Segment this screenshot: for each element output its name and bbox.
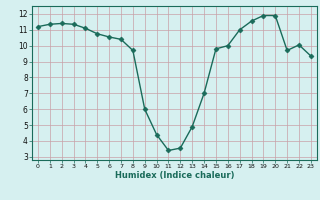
X-axis label: Humidex (Indice chaleur): Humidex (Indice chaleur) — [115, 171, 234, 180]
